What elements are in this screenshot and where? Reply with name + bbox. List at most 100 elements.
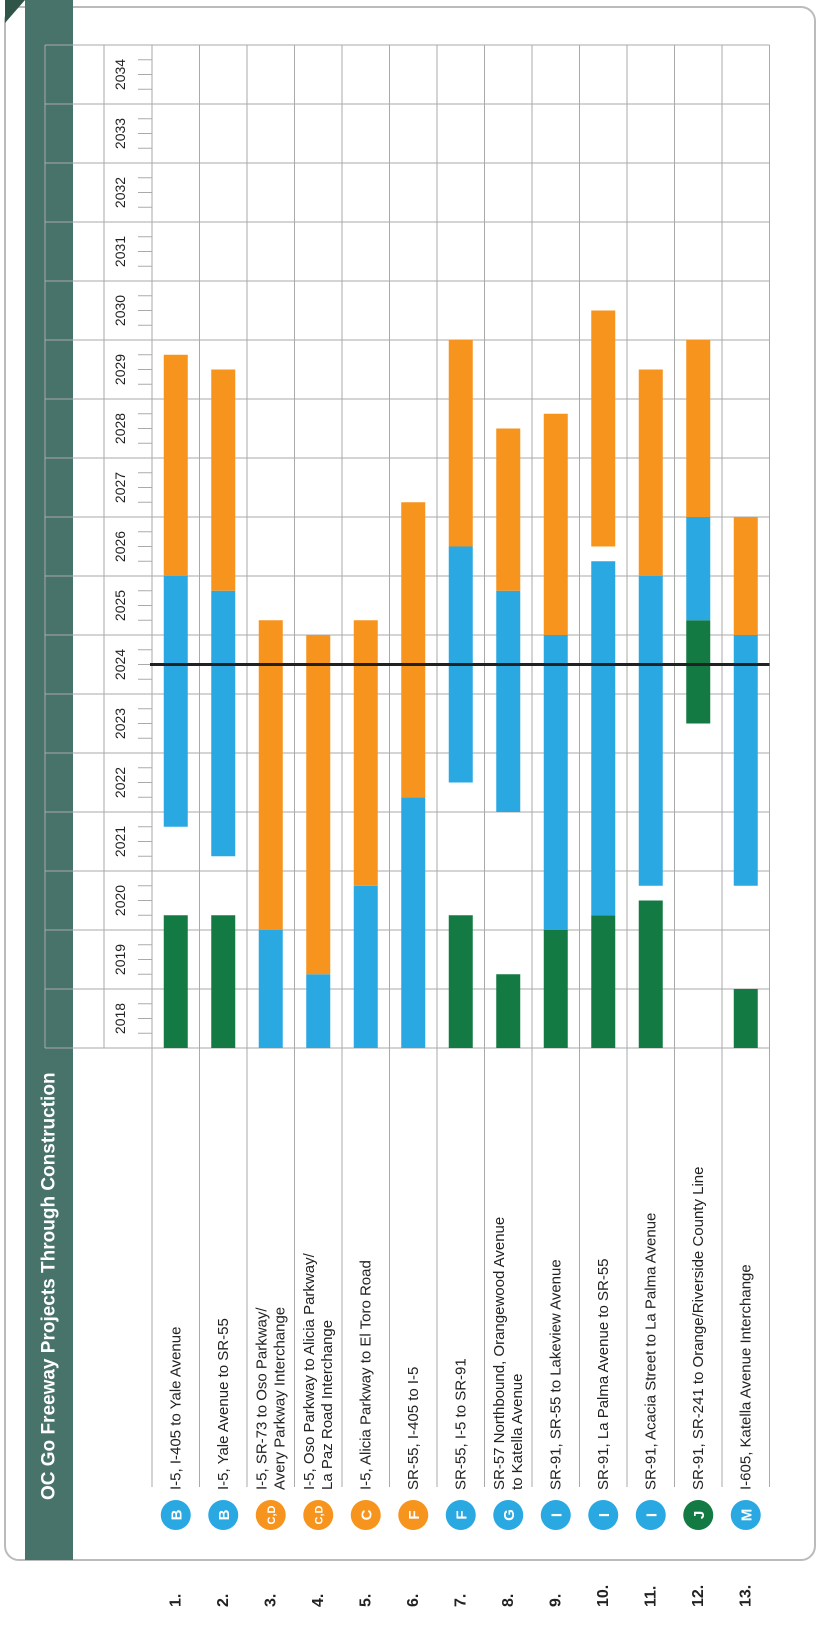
badge xyxy=(398,1500,429,1530)
phase-bar xyxy=(258,930,283,1048)
phase-bar xyxy=(543,635,568,930)
phase-bar xyxy=(591,561,616,916)
project-label: La Paz Road Interchange xyxy=(319,1320,336,1490)
banner-fold xyxy=(5,0,25,23)
badge-letter: F xyxy=(453,1510,470,1519)
badge xyxy=(208,1500,239,1530)
phase-bar xyxy=(306,974,331,1048)
badge-letter: B xyxy=(168,1509,185,1520)
year-label: 2033 xyxy=(112,118,128,149)
project-label: SR-91, Acacia Street to La Palma Avenue xyxy=(642,1213,659,1490)
badge-letter: M xyxy=(738,1509,755,1522)
badge xyxy=(255,1500,286,1530)
badge-letter: C,D xyxy=(266,1505,278,1524)
phase-bar xyxy=(258,620,283,930)
badge-letter: I xyxy=(596,1513,613,1517)
row-number: 5. xyxy=(357,1594,374,1607)
row-number: 1. xyxy=(167,1594,184,1607)
rotated-chart: OC Go Freeway Projects Through Construct… xyxy=(4,0,816,1607)
badge xyxy=(540,1500,571,1530)
phase-bar xyxy=(686,517,711,621)
project-label: I-5, Alicia Parkway to El Toro Road xyxy=(357,1260,374,1490)
project-label: to Katella Avenue xyxy=(509,1374,526,1490)
year-label: 2020 xyxy=(112,885,128,916)
phase-bar xyxy=(448,340,473,547)
phase-bar xyxy=(591,915,616,1048)
phase-bar xyxy=(591,310,616,547)
phase-bar xyxy=(543,930,568,1048)
badge-letter: I xyxy=(548,1513,565,1517)
phase-bar xyxy=(211,590,236,857)
phase-bar xyxy=(211,369,236,591)
year-label: 2031 xyxy=(112,236,128,267)
year-label: 2030 xyxy=(112,295,128,326)
badge-letter: J xyxy=(691,1511,708,1519)
phase-bar xyxy=(543,413,568,635)
year-label: 2022 xyxy=(112,767,128,798)
badge-letter: C xyxy=(358,1509,375,1520)
row-number: 8. xyxy=(500,1594,517,1607)
row-number: 2. xyxy=(215,1594,232,1607)
year-label: 2018 xyxy=(112,1003,128,1034)
phase-bar xyxy=(163,354,188,576)
project-label: I-605, Katella Avenue Interchange xyxy=(737,1264,754,1490)
project-label: I-5, Oso Parkway to Alicia Parkway/ xyxy=(301,1252,318,1490)
badge xyxy=(445,1500,476,1530)
badge-letter: I xyxy=(643,1513,660,1517)
phase-bar xyxy=(306,635,331,975)
project-label: Avery Parkway Interchange xyxy=(271,1307,288,1490)
phase-bar xyxy=(733,635,758,886)
row-number: 3. xyxy=(262,1594,279,1607)
year-label: 2029 xyxy=(112,354,128,385)
year-label: 2032 xyxy=(112,177,128,208)
phase-bar xyxy=(353,885,378,1048)
project-label: SR-91, SR-241 to Orange/Riverside County… xyxy=(690,1167,707,1491)
badge xyxy=(730,1500,761,1530)
row-number: 11. xyxy=(642,1586,659,1607)
row-number: 4. xyxy=(310,1594,327,1607)
project-label: SR-91, La Palma Avenue to SR-55 xyxy=(595,1258,612,1490)
project-label: SR-55, I-405 to I-5 xyxy=(405,1367,422,1490)
phase-bar xyxy=(353,620,378,886)
phase-bar xyxy=(448,915,473,1048)
year-label: 2023 xyxy=(112,708,128,739)
badge-letter: B xyxy=(216,1509,233,1520)
phase-bar xyxy=(496,590,521,812)
badge xyxy=(588,1500,619,1530)
year-label: 2024 xyxy=(112,649,128,680)
panel xyxy=(4,6,816,1561)
phase-bar xyxy=(686,620,711,724)
chart-title: OC Go Freeway Projects Through Construct… xyxy=(39,1072,60,1500)
badge xyxy=(683,1500,714,1530)
badge xyxy=(493,1500,524,1530)
badge-letter: C,D xyxy=(313,1505,325,1524)
phase-bar xyxy=(496,428,521,591)
phase-bar xyxy=(211,915,236,1048)
row-number: 10. xyxy=(595,1585,612,1607)
year-label: 2028 xyxy=(112,413,128,444)
badge xyxy=(160,1500,191,1530)
row-number: 6. xyxy=(405,1594,422,1607)
phase-bar xyxy=(638,576,663,886)
year-label: 2019 xyxy=(112,944,128,975)
phase-bar xyxy=(163,576,188,827)
phase-bar xyxy=(163,915,188,1048)
phase-bar xyxy=(401,502,426,798)
year-label: 2021 xyxy=(112,826,128,857)
badge-letter: F xyxy=(406,1510,423,1519)
year-label: 2034 xyxy=(112,59,128,90)
project-label: SR-91, SR-55 to Lakeview Avenue xyxy=(547,1259,564,1490)
badge xyxy=(303,1500,334,1530)
phase-bar xyxy=(733,989,758,1048)
project-label: SR-55, I-5 to SR-91 xyxy=(452,1358,469,1490)
project-label: I-5, SR-73 to Oso Parkway/ xyxy=(253,1307,270,1490)
phase-bar xyxy=(638,369,663,576)
badge xyxy=(635,1500,666,1530)
row-number: 9. xyxy=(547,1594,564,1607)
phase-bar xyxy=(733,517,758,635)
row-number: 7. xyxy=(452,1594,469,1607)
phase-bar xyxy=(496,974,521,1048)
year-label: 2025 xyxy=(112,590,128,621)
row-number: 13. xyxy=(737,1585,754,1607)
